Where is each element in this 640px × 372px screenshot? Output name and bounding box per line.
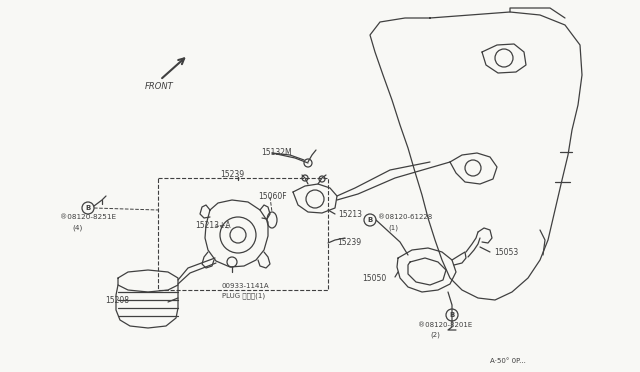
Text: ®08120-8251E: ®08120-8251E: [60, 214, 116, 220]
Text: B: B: [85, 205, 91, 211]
Bar: [158, 178, 328, 290]
Text: B: B: [449, 312, 454, 318]
Text: 15239: 15239: [337, 238, 361, 247]
Text: (2): (2): [430, 332, 440, 339]
Text: 15050: 15050: [362, 274, 387, 283]
Text: 15060F: 15060F: [258, 192, 287, 201]
Text: 00933-1141A: 00933-1141A: [222, 283, 269, 289]
Text: 15053: 15053: [494, 248, 518, 257]
Text: (4): (4): [72, 224, 83, 231]
Text: A·50° 0P...: A·50° 0P...: [490, 358, 526, 364]
Text: 15239: 15239: [220, 170, 244, 179]
Text: 15213+A: 15213+A: [195, 221, 230, 230]
Text: 15132M: 15132M: [261, 148, 292, 157]
Text: FRONT: FRONT: [145, 82, 173, 91]
Text: 15213: 15213: [338, 210, 362, 219]
Text: PLUG プラグ(1): PLUG プラグ(1): [222, 292, 265, 299]
Text: ®08120-61228: ®08120-61228: [378, 214, 432, 220]
Text: ®08120-8201E: ®08120-8201E: [418, 322, 472, 328]
Text: (1): (1): [388, 224, 398, 231]
Text: B: B: [367, 217, 372, 223]
Text: 15208: 15208: [105, 296, 129, 305]
